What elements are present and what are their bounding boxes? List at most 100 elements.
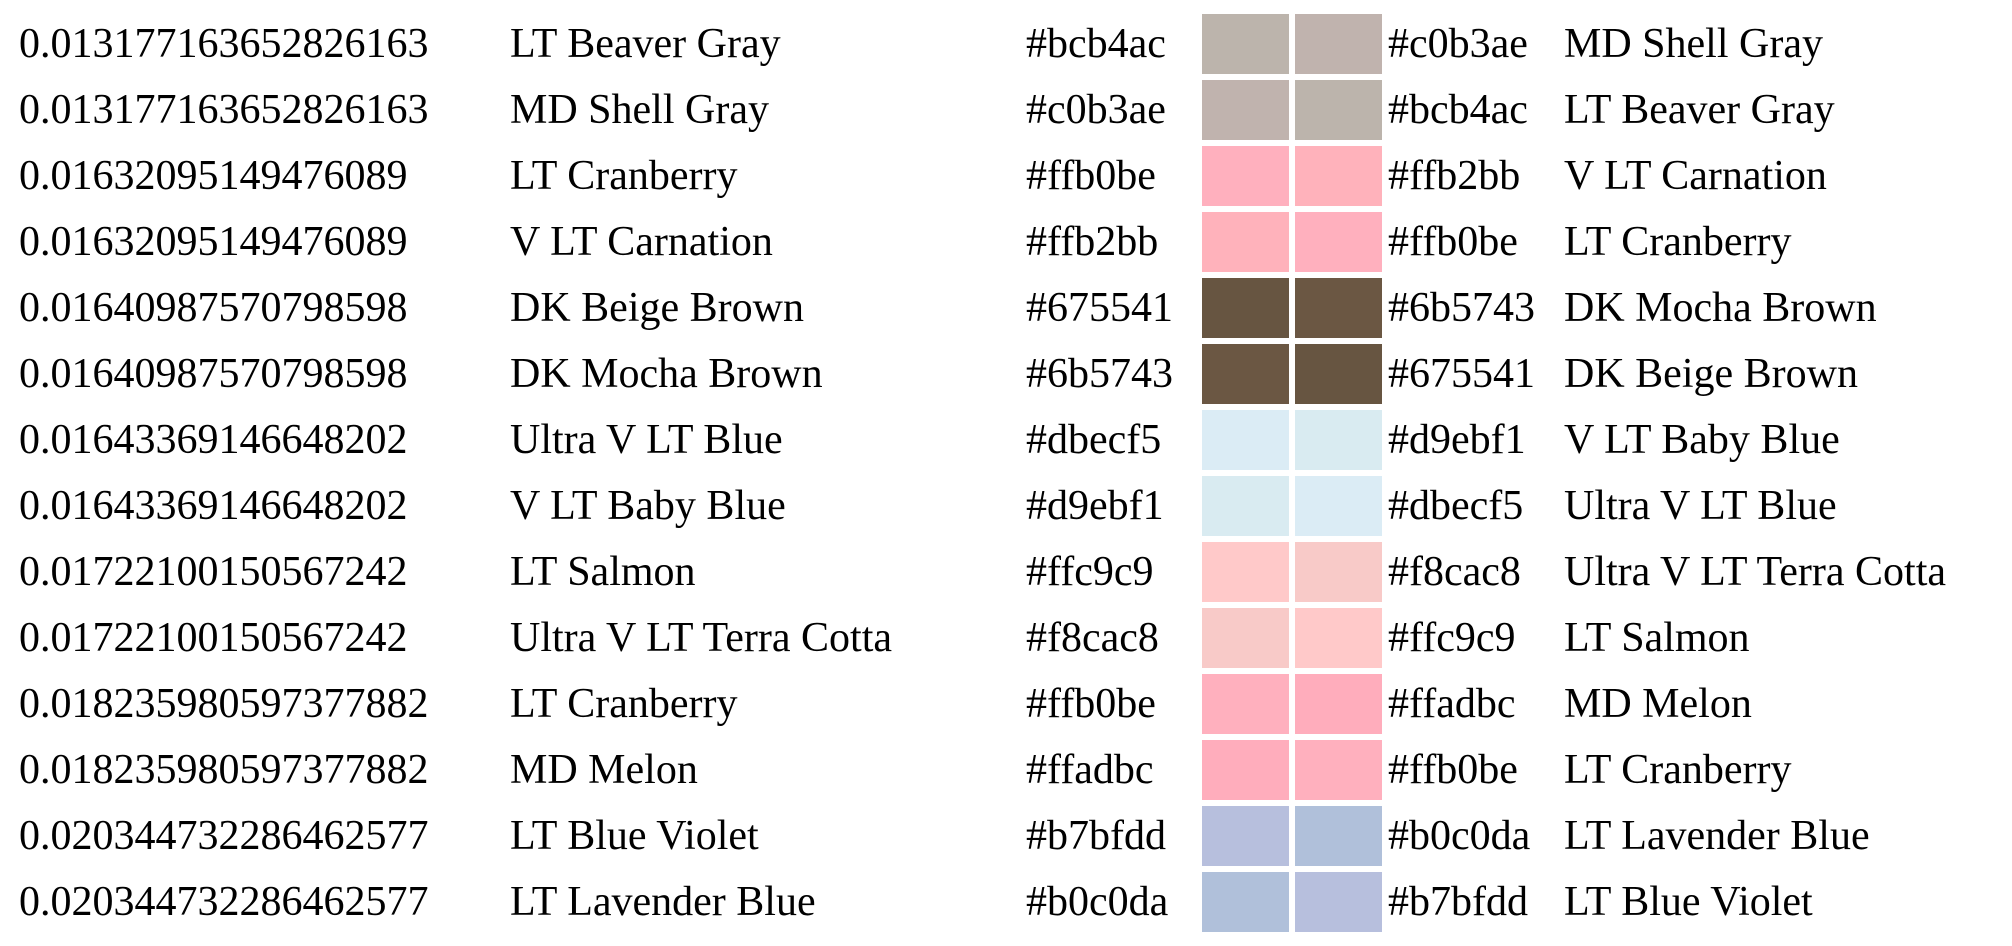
color-name-a: LT Cranberry <box>510 153 738 199</box>
color-name-b: MD Melon <box>1564 681 1752 727</box>
color-swatch-b <box>1295 212 1382 272</box>
hex-code-a: #ffb0be <box>1026 681 1156 727</box>
color-name-a: LT Cranberry <box>510 681 738 727</box>
hex-code-b: #675541 <box>1388 351 1535 397</box>
hex-code-b: #f8cac8 <box>1388 549 1521 595</box>
color-name-b: V LT Baby Blue <box>1564 417 1840 463</box>
color-swatch-a <box>1202 344 1289 404</box>
color-swatch-a <box>1202 806 1289 866</box>
table-row: 0.013177163652826163 MD Shell Gray #c0b3ae… <box>19 80 1984 140</box>
color-swatch-b <box>1295 542 1382 602</box>
color-name-b: LT Cranberry <box>1564 219 1792 265</box>
color-swatch-b <box>1295 476 1382 536</box>
hex-code-a: #f8cac8 <box>1026 615 1159 661</box>
hex-code-a: #dbecf5 <box>1026 417 1162 463</box>
hex-code-a: #b7bfdd <box>1026 813 1166 859</box>
distance-value: 0.01632095149476089 <box>19 219 408 265</box>
hex-code-b: #ffb2bb <box>1388 153 1521 199</box>
color-swatch-a <box>1202 476 1289 536</box>
distance-value: 0.01640987570798598 <box>19 285 408 331</box>
color-name-a: V LT Carnation <box>510 219 773 265</box>
color-name-b: Ultra V LT Terra Cotta <box>1564 549 1947 595</box>
color-name-a: DK Mocha Brown <box>510 351 823 397</box>
color-name-a: Ultra V LT Blue <box>510 417 783 463</box>
hex-code-a: #bcb4ac <box>1026 21 1166 67</box>
table-row: 0.01722100150567242 LT Salmon #ffc9c9 #f8ca… <box>19 542 1984 602</box>
hex-code-a: #ffb2bb <box>1026 219 1159 265</box>
color-name-b: DK Beige Brown <box>1564 351 1858 397</box>
color-swatch-b <box>1295 278 1382 338</box>
color-name-a: Ultra V LT Terra Cotta <box>510 615 893 661</box>
color-name-a: LT Salmon <box>510 549 696 595</box>
table-row: 0.020344732286462577 LT Blue Violet #b7bfd… <box>19 806 1984 866</box>
hex-code-b: #b7bfdd <box>1388 879 1528 925</box>
distance-value: 0.018235980597377882 <box>19 681 429 727</box>
distance-value: 0.013177163652826163 <box>19 87 429 133</box>
hex-code-b: #d9ebf1 <box>1388 417 1526 463</box>
color-swatch-b <box>1295 410 1382 470</box>
hex-code-b: #dbecf5 <box>1388 483 1524 529</box>
color-swatch-a <box>1202 212 1289 272</box>
color-swatch-a <box>1202 542 1289 602</box>
distance-value: 0.01643369146648202 <box>19 483 408 529</box>
hex-code-b: #ffc9c9 <box>1388 615 1516 661</box>
color-swatch-a <box>1202 740 1289 800</box>
color-pair-rows: 0.013177163652826163 LT Beaver Gray #bcb4a… <box>19 14 1984 932</box>
color-swatch-b <box>1295 806 1382 866</box>
color-swatch-a <box>1202 410 1289 470</box>
hex-code-b: #6b5743 <box>1388 285 1535 331</box>
distance-value: 0.013177163652826163 <box>19 21 429 67</box>
table-row: 0.01643369146648202 Ultra V LT Blue #dbecf… <box>19 410 1984 470</box>
table-row: 0.01643369146648202 V LT Baby Blue #d9ebf1… <box>19 476 1984 536</box>
color-name-a: DK Beige Brown <box>510 285 804 331</box>
hex-code-b: #bcb4ac <box>1388 87 1528 133</box>
color-swatch-a <box>1202 278 1289 338</box>
color-name-a: LT Beaver Gray <box>510 21 781 67</box>
color-swatch-b <box>1295 872 1382 932</box>
distance-value: 0.01640987570798598 <box>19 351 408 397</box>
distance-value: 0.01722100150567242 <box>19 615 408 661</box>
color-name-b: V LT Carnation <box>1564 153 1827 199</box>
color-name-b: LT Cranberry <box>1564 747 1792 793</box>
table-row: 0.018235980597377882 MD Melon #ffadbc #ffb0… <box>19 740 1984 800</box>
color-name-b: LT Blue Violet <box>1564 879 1813 925</box>
hex-code-b: #ffb0be <box>1388 747 1518 793</box>
color-name-b: DK Mocha Brown <box>1564 285 1877 331</box>
distance-value: 0.020344732286462577 <box>19 879 429 925</box>
color-swatch-b <box>1295 80 1382 140</box>
color-name-a: MD Melon <box>510 747 698 793</box>
color-name-a: LT Blue Violet <box>510 813 759 859</box>
table-row: 0.020344732286462577 LT Lavender Blue #b0c… <box>19 872 1984 932</box>
hex-code-a: #d9ebf1 <box>1026 483 1164 529</box>
hex-code-a: #c0b3ae <box>1026 87 1166 133</box>
hex-code-b: #b0c0da <box>1388 813 1531 859</box>
hex-code-a: #ffadbc <box>1026 747 1154 793</box>
table-row: 0.01640987570798598 DK Mocha Brown #6b5743… <box>19 344 1984 404</box>
color-swatch-b <box>1295 674 1382 734</box>
distance-value: 0.01632095149476089 <box>19 153 408 199</box>
color-name-a: LT Lavender Blue <box>510 879 816 925</box>
hex-code-b: #c0b3ae <box>1388 21 1528 67</box>
hex-code-a: #b0c0da <box>1026 879 1169 925</box>
color-name-a: MD Shell Gray <box>510 87 769 133</box>
table-row: 0.013177163652826163 LT Beaver Gray #bcb4a… <box>19 14 1984 74</box>
hex-code-b: #ffadbc <box>1388 681 1516 727</box>
table-row: 0.01632095149476089 V LT Carnation #ffb2bb… <box>19 212 1984 272</box>
table-row: 0.018235980597377882 LT Cranberry #ffb0be #… <box>19 674 1984 734</box>
color-swatch-a <box>1202 608 1289 668</box>
color-name-b: LT Lavender Blue <box>1564 813 1870 859</box>
hex-code-b: #ffb0be <box>1388 219 1518 265</box>
color-name-b: LT Salmon <box>1564 615 1750 661</box>
color-swatch-b <box>1295 146 1382 206</box>
table-row: 0.01722100150567242 Ultra V LT Terra Cott… <box>19 608 1984 668</box>
color-swatch-a <box>1202 146 1289 206</box>
color-swatch-b <box>1295 344 1382 404</box>
distance-value: 0.01643369146648202 <box>19 417 408 463</box>
color-swatch-b <box>1295 740 1382 800</box>
color-name-b: LT Beaver Gray <box>1564 87 1835 133</box>
color-swatch-a <box>1202 14 1289 74</box>
color-swatch-b <box>1295 14 1382 74</box>
table-row: 0.01632095149476089 LT Cranberry #ffb0be #f… <box>19 146 1984 206</box>
table-row: 0.01640987570798598 DK Beige Brown #675541… <box>19 278 1984 338</box>
hex-code-a: #675541 <box>1026 285 1173 331</box>
